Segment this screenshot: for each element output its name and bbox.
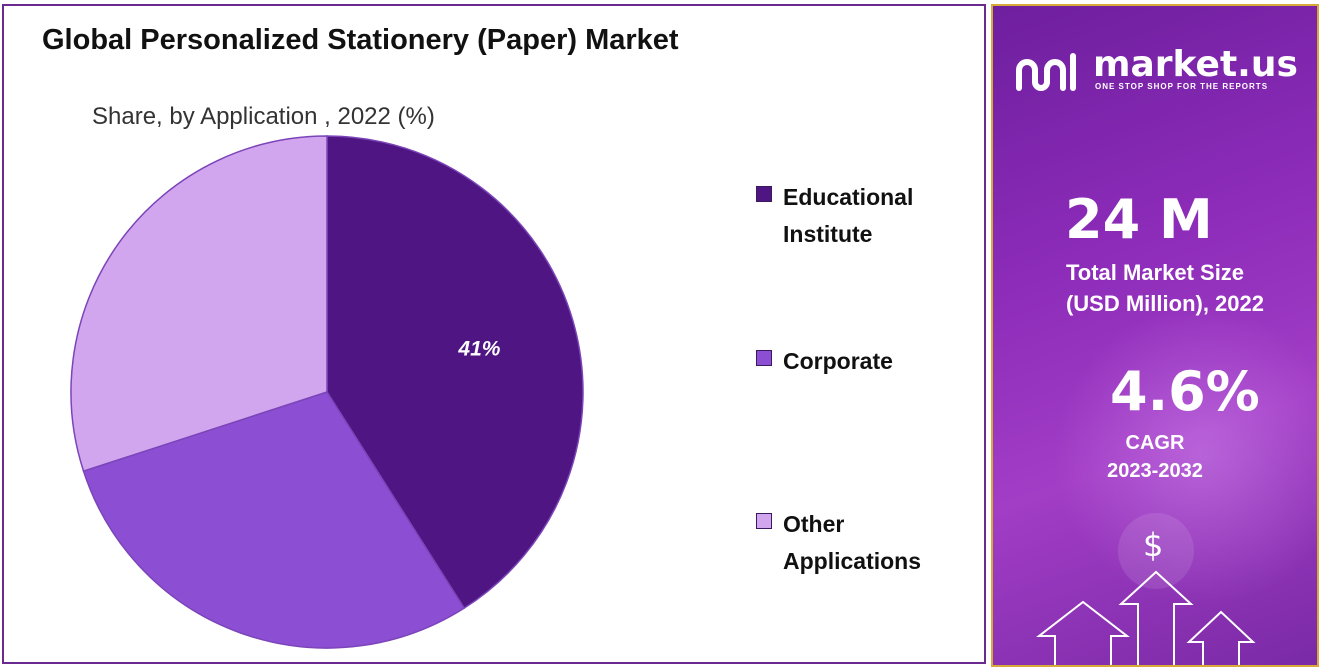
legend-label: Educational Institute — [783, 184, 914, 247]
background-glow — [1053, 306, 1317, 606]
legend-swatch — [756, 513, 772, 529]
legend-label: Other Applications — [783, 511, 922, 574]
chart-title: Global Personalized Stationery (Paper) M… — [42, 24, 679, 56]
pie-data-label: 41% — [457, 338, 500, 361]
pie-slice-educational-institute — [326, 135, 584, 610]
cagr-caption-line2: 2023-2032 — [1107, 460, 1203, 482]
legend-label: Corporate — [783, 348, 893, 374]
cagr-caption-line1: CAGR — [1125, 432, 1185, 454]
cagr-value: 4.6% — [1110, 360, 1260, 423]
brand-tagline: ONE STOP SHOP FOR THE REPORTS — [1095, 82, 1269, 91]
chart-subtitle: Share, by Application , 2022 (%) — [92, 103, 435, 130]
growth-arrows-icon — [1036, 513, 1256, 665]
pie-chart: 41% — [70, 135, 584, 649]
market-size-caption-line2: (USD Million), 2022 — [1065, 291, 1265, 316]
brand-name: market.us — [1093, 44, 1298, 85]
market-size-caption-line1: Total Market Size — [1065, 260, 1245, 285]
dollar-coin-icon: $ — [1143, 526, 1164, 564]
pie-slice-other-applications — [70, 135, 328, 473]
chart-panel: 41% Global Personalized Stationery (Pape… — [2, 4, 986, 664]
pie-slice-corporate — [82, 391, 466, 649]
brand-logo: market.us ONE STOP SHOP FOR THE REPORTS — [1013, 44, 1298, 96]
legend-swatch — [756, 350, 772, 366]
market-us-logo-icon — [1016, 53, 1076, 91]
info-panel: $ market.us ONE STOP SHOP FOR THE REPORT… — [991, 4, 1319, 667]
market-size-value: 24 M — [1065, 188, 1213, 251]
legend-swatch — [756, 186, 772, 202]
